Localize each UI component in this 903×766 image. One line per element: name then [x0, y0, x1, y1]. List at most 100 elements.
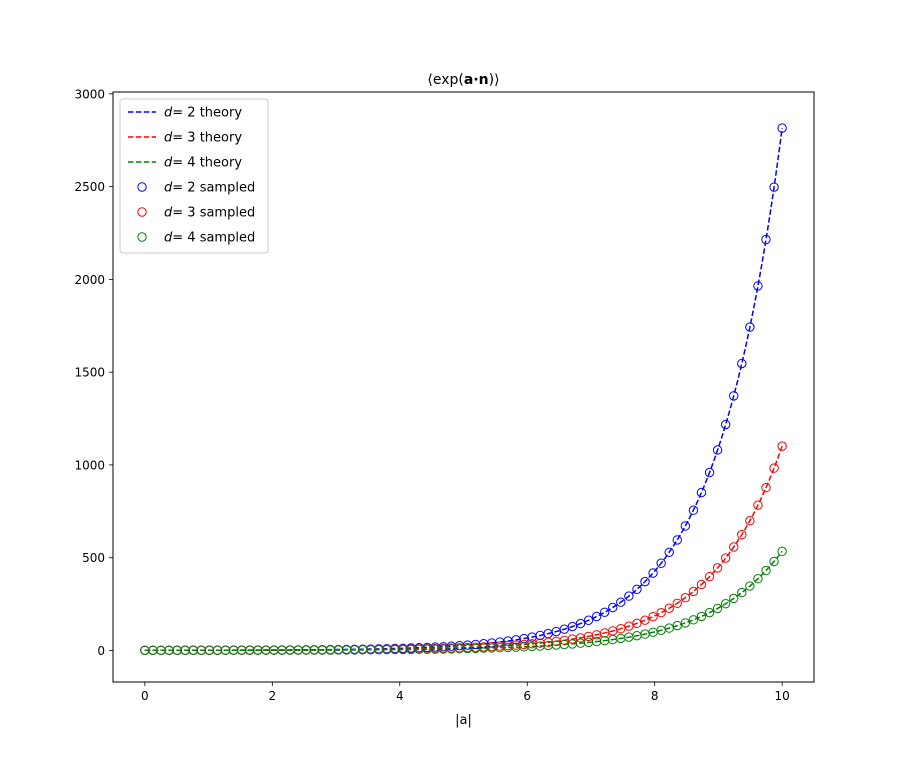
sampled-point-d2 [664, 547, 674, 557]
sampled-point-d2 [672, 535, 682, 545]
sampled-point-d4 [761, 565, 771, 576]
sampled-point-d3 [720, 553, 731, 563]
legend-label: d= 2 sampled [164, 181, 255, 196]
sampled-point-d2 [745, 322, 755, 332]
sampled-point-d3 [640, 615, 650, 625]
legend-label: d= 2 theory [164, 106, 242, 121]
x-tick-label: 4 [396, 689, 404, 703]
legend-marker-swatch [137, 207, 147, 217]
sampled-point-d3 [737, 529, 747, 540]
sampled-point-d2 [608, 602, 618, 613]
sampled-point-d2 [712, 445, 723, 455]
legend-item-theory-d2: d= 2 theory [128, 106, 242, 121]
plot-area [140, 123, 787, 655]
sampled-point-d3 [624, 621, 634, 631]
sampled-point-d3 [632, 618, 642, 629]
sampled-point-d3 [712, 563, 723, 573]
sampled-point-d2 [769, 182, 779, 192]
sampled-point-d2 [648, 568, 658, 578]
legend-marker-swatch [137, 232, 147, 242]
sampled-point-d3 [777, 441, 787, 451]
sampled-point-d3 [672, 598, 682, 608]
axis-ticks: 0 2 4 6 8 10 0 500 1000 1500 2000 2500 3000 [74, 87, 789, 703]
sampled-point-d2 [777, 123, 787, 133]
y-tick-label: 500 [82, 551, 105, 565]
sampled-point-d4 [680, 618, 691, 628]
y-tick-label: 2500 [74, 180, 105, 194]
legend-item-sampled-d2: d= 2 sampled [137, 181, 255, 196]
sampled-point-d4 [737, 587, 747, 598]
sampled-point-d2 [632, 584, 642, 594]
x-axis-label: |a| [455, 713, 472, 728]
sampled-point-d2 [720, 419, 731, 430]
x-tick-label: 6 [523, 689, 531, 703]
x-tick-label: 0 [141, 689, 149, 703]
sampled-point-d4 [712, 603, 723, 614]
sampled-point-d2 [737, 358, 747, 369]
y-tick-label: 1000 [74, 458, 105, 472]
legend-item-theory-d3: d= 3 theory [128, 131, 242, 146]
x-tick-label: 8 [651, 689, 659, 703]
legend-item-sampled-d4: d= 4 sampled [137, 231, 255, 246]
sampled-point-d4 [729, 593, 739, 604]
chart-title: ⟨exp(a·n)⟩ [427, 72, 499, 88]
sampled-point-d3 [656, 607, 666, 618]
sampled-point-d2 [696, 487, 707, 498]
sampled-point-d3 [664, 603, 674, 613]
sampled-point-d2 [704, 467, 715, 478]
sampled-point-d3 [648, 611, 658, 622]
y-tick-label: 0 [97, 644, 105, 658]
sampled-point-d4 [688, 615, 699, 625]
sampled-point-d4 [777, 546, 787, 557]
sampled-point-d2 [640, 576, 650, 587]
legend-marker-swatch [137, 182, 147, 192]
legend: d= 2 theory d= 3 theory d= 4 theory d= 2 sa… [119, 98, 269, 254]
y-tick-label: 1500 [74, 366, 105, 380]
x-tick-label: 10 [774, 689, 789, 703]
sampled-point-d3 [745, 516, 755, 526]
sampled-point-d2 [616, 597, 626, 607]
sampled-point-d2 [591, 611, 602, 622]
y-tick-label: 3000 [74, 87, 105, 101]
sampled-point-d2 [753, 281, 763, 291]
title-open: ⟨exp( [427, 72, 463, 88]
sampled-point-d2 [688, 505, 699, 515]
legend-item-theory-d4: d= 4 theory [128, 156, 242, 171]
legend-item-sampled-d3: d= 3 sampled [137, 206, 255, 221]
sampled-point-d4 [769, 556, 779, 567]
sampled-point-d3 [729, 542, 739, 552]
sampled-point-d3 [688, 586, 699, 597]
sampled-point-d3 [769, 463, 779, 473]
y-tick-label: 2000 [74, 273, 105, 287]
sampled-point-d2 [567, 621, 578, 632]
sampled-point-d4 [696, 611, 707, 622]
legend-label: d= 3 sampled [164, 206, 255, 221]
legend-box [119, 98, 269, 254]
sampled-point-d3 [680, 593, 691, 603]
sampled-point-d2 [761, 234, 771, 245]
sampled-point-d4 [672, 620, 682, 631]
legend-label: d= 4 sampled [164, 231, 255, 246]
sampled-point-d4 [745, 581, 755, 591]
sampled-point-d4 [720, 598, 731, 609]
x-tick-label: 2 [268, 689, 276, 703]
sampled-point-d2 [729, 391, 739, 401]
sampled-series-d4 [140, 546, 787, 655]
sampled-point-d2 [599, 607, 610, 617]
sampled-point-d2 [583, 615, 594, 625]
sampled-point-d4 [704, 607, 715, 618]
title-bold: a·n [464, 72, 489, 88]
sampled-point-d2 [624, 591, 634, 601]
sampled-point-d2 [680, 521, 691, 531]
plot-frame [112, 91, 815, 683]
sampled-point-d3 [753, 500, 763, 510]
legend-label: d= 4 theory [164, 156, 242, 171]
sampled-point-d2 [656, 558, 666, 568]
sampled-point-d3 [704, 571, 715, 582]
sampled-point-d3 [761, 483, 771, 493]
title-close: )⟩ [489, 72, 500, 88]
sampled-point-d2 [575, 618, 586, 629]
sampled-point-d3 [696, 579, 707, 590]
legend-label: d= 3 theory [164, 131, 242, 146]
